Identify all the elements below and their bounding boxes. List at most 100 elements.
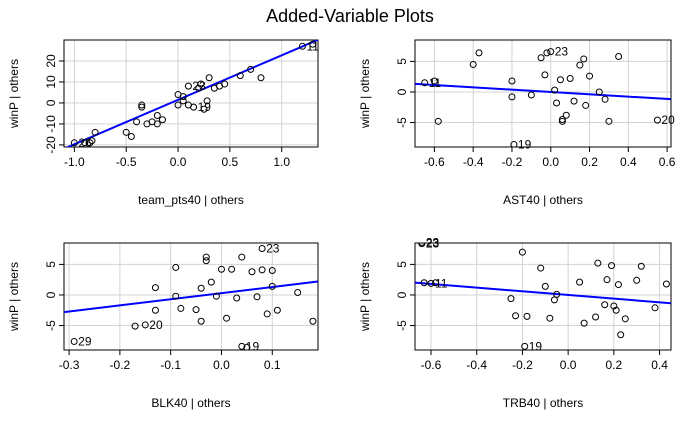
plot-frame	[63, 39, 319, 148]
y-tick-label: -5	[395, 117, 409, 128]
x-tick-label: 0.4	[651, 358, 668, 372]
data-point	[294, 289, 302, 297]
data-point	[179, 97, 187, 105]
x-tick-label: 0.2	[581, 155, 598, 169]
data-point	[177, 304, 185, 312]
data-point	[233, 294, 241, 302]
data-point	[508, 93, 516, 101]
data-point	[131, 322, 139, 330]
regression-line	[64, 280, 318, 314]
data-point	[238, 253, 246, 261]
data-point	[432, 279, 440, 287]
data-point	[153, 112, 161, 120]
x-tick-label: -1.0	[64, 155, 85, 169]
x-tick-label: 0.0	[213, 358, 230, 372]
x-tick-label: 1.0	[273, 155, 290, 169]
x-tick-label: 0.2	[606, 358, 623, 372]
data-point	[614, 281, 622, 289]
grid-group	[64, 40, 318, 147]
plot-content	[65, 40, 318, 147]
data-point	[621, 315, 629, 323]
plot-content	[415, 48, 671, 147]
data-point	[617, 331, 625, 339]
data-point	[151, 284, 159, 292]
y-axis-title: winP | others	[7, 59, 21, 129]
x-tick-label: -0.4	[463, 155, 484, 169]
data-point	[195, 84, 203, 92]
data-point	[174, 101, 182, 109]
data-point	[434, 117, 442, 125]
point-label: 11	[429, 76, 442, 90]
data-point	[179, 93, 187, 101]
plot-content	[415, 243, 671, 350]
x-tick-label: 0.4	[620, 155, 637, 169]
point-label: 23	[192, 79, 206, 93]
data-point	[298, 42, 306, 50]
point-label: 19	[246, 339, 260, 353]
data-point	[551, 86, 559, 94]
data-point	[263, 310, 271, 318]
point-label: 19	[198, 100, 212, 114]
x-tick-label: -0.1	[160, 358, 181, 372]
plot-frame	[63, 242, 319, 351]
point-label: 11	[435, 276, 448, 290]
data-point	[91, 128, 99, 136]
y-axis-title: winP | others	[358, 262, 372, 332]
data-point	[70, 139, 78, 147]
regression-line	[415, 281, 671, 305]
data-point	[427, 279, 435, 287]
point-label: 20	[661, 113, 675, 127]
point-label: 19	[518, 138, 532, 152]
data-point	[601, 95, 609, 103]
data-point	[594, 259, 602, 267]
data-point	[523, 312, 531, 320]
data-point	[608, 262, 616, 270]
y-tick-label: 10	[44, 75, 58, 89]
data-point	[418, 243, 426, 246]
data-point	[558, 117, 566, 125]
data-point	[258, 266, 266, 274]
x-axis-title: team_pts40 | others	[138, 193, 244, 207]
x-tick-label: -0.6	[421, 358, 442, 372]
data-point	[556, 76, 564, 84]
data-point	[512, 312, 520, 320]
data-point	[86, 139, 94, 147]
data-point	[651, 304, 659, 312]
data-point	[510, 141, 518, 147]
data-point	[527, 91, 535, 99]
data-point	[88, 137, 96, 145]
data-point	[541, 71, 549, 79]
data-point	[202, 253, 210, 261]
data-point	[197, 284, 205, 292]
data-point	[203, 97, 211, 105]
y-tick-label: -5	[395, 320, 409, 331]
x-axis-title: TRB40 | others	[503, 396, 583, 410]
data-point	[217, 265, 225, 273]
data-point	[580, 319, 588, 327]
data-point	[247, 65, 255, 73]
data-point	[207, 278, 215, 286]
data-point	[469, 60, 477, 68]
data-point	[172, 292, 180, 300]
plot-frame	[414, 39, 672, 148]
data-point	[430, 77, 438, 85]
data-point	[420, 279, 428, 287]
data-point	[592, 313, 600, 321]
y-tick-label: 0	[395, 291, 409, 298]
data-point	[576, 61, 584, 69]
point-label: 23	[555, 45, 569, 59]
regression-line	[65, 40, 318, 147]
data-point	[236, 72, 244, 80]
x-tick-label: -0.5	[116, 155, 137, 169]
x-tick-label: -0.4	[466, 358, 487, 372]
data-point	[570, 97, 578, 105]
data-point	[580, 55, 588, 63]
data-point	[541, 282, 549, 290]
data-point	[518, 248, 526, 256]
data-point	[309, 40, 317, 48]
regression-line	[415, 82, 671, 101]
grid-group	[64, 243, 318, 350]
data-point	[273, 306, 281, 314]
data-point	[184, 82, 192, 90]
y-tick-label: 5	[395, 261, 409, 268]
